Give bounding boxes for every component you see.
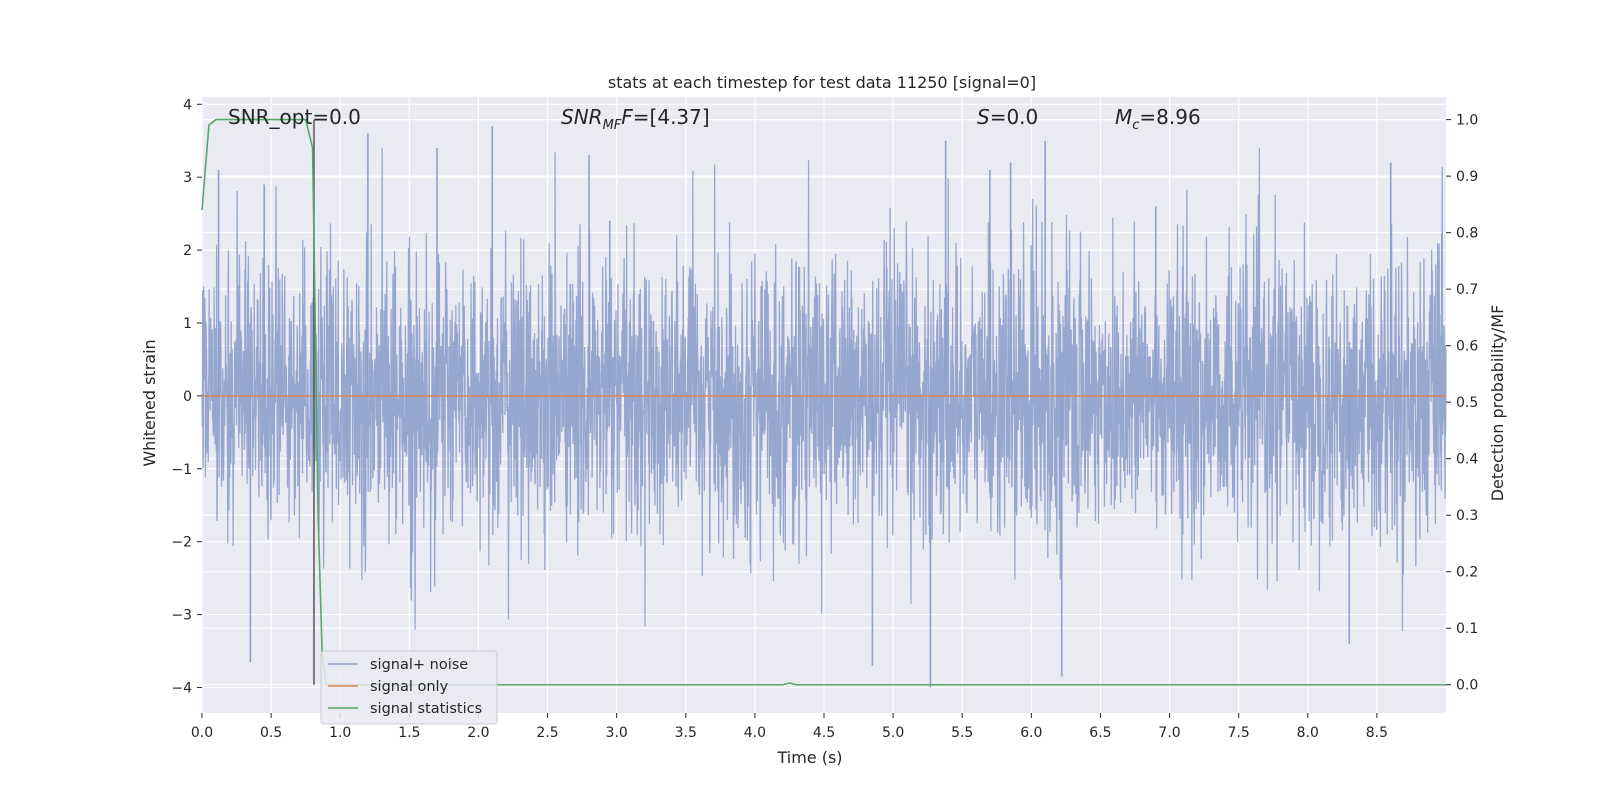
- x-tick-label: 4.0: [744, 725, 766, 741]
- s-value: =0.0: [990, 105, 1039, 129]
- snr-mf-value: =[4.37]: [633, 105, 710, 129]
- x-tick-label: 0.5: [260, 725, 282, 741]
- y-right-tick-label: 0.8: [1456, 226, 1478, 242]
- x-axis-label: Time (s): [776, 748, 842, 767]
- y-right-tick-label: 0.5: [1456, 395, 1478, 411]
- chart-title: stats at each timestep for test data 112…: [608, 73, 1036, 92]
- y-right-tick-label: 0.0: [1456, 678, 1478, 694]
- y-left-tick-label: −3: [171, 608, 192, 624]
- y-left-tick-label: −4: [171, 680, 192, 696]
- legend: signal+ noise signal only signal statist…: [320, 650, 498, 725]
- x-tick-label: 8.5: [1366, 725, 1388, 741]
- annotation-snr-mf: SNRMFF=[4.37]: [561, 105, 710, 133]
- snr-mf-f: F: [621, 105, 633, 129]
- mc-sub: c: [1132, 118, 1139, 133]
- x-tick-label: 7.5: [1228, 725, 1250, 741]
- legend-label-signal-statistics: signal statistics: [370, 701, 482, 717]
- x-tick-label: 5.5: [951, 725, 973, 741]
- y-right-tick-label: 0.3: [1456, 508, 1478, 524]
- s-main: S: [977, 105, 990, 129]
- legend-label-signal-noise: signal+ noise: [370, 657, 468, 673]
- y-right-tick-label: 0.7: [1456, 282, 1478, 298]
- legend-box: [320, 650, 498, 725]
- series-signal-noise: [201, 126, 1447, 688]
- x-tick-label: 7.0: [1158, 725, 1180, 741]
- x-tick-label: 3.0: [606, 725, 628, 741]
- x-tick-label: 2.5: [536, 725, 558, 741]
- x-tick-label: 4.5: [813, 725, 835, 741]
- annotation-mc: Mc=8.96: [1115, 105, 1201, 133]
- y-left-tick-label: 3: [183, 170, 192, 186]
- y-right-tick-label: 0.1: [1456, 621, 1478, 637]
- x-tick-label: 1.0: [329, 725, 351, 741]
- y-right-tick-label: 0.9: [1456, 169, 1478, 185]
- y-right-tick-label: 0.6: [1456, 339, 1478, 355]
- y-left-tick-label: 2: [183, 243, 192, 259]
- mc-value: =8.96: [1139, 105, 1200, 129]
- y-left-tick-label: 4: [183, 97, 192, 113]
- y-right-tick-label: 0.2: [1456, 565, 1478, 581]
- snr-mf-main: SNR: [561, 105, 603, 129]
- y-axis-label-right: Detection probability/MF: [1488, 305, 1507, 502]
- y-left-tick-label: 1: [183, 316, 192, 332]
- snr-mf-sub: MF: [603, 118, 622, 133]
- x-tick-label: 8.0: [1297, 725, 1319, 741]
- x-tick-label: 2.0: [467, 725, 489, 741]
- y-axis-label-left: Whitened strain: [140, 339, 159, 466]
- y-left-tick-label: 0: [183, 389, 192, 405]
- x-tick-label: 6.0: [1020, 725, 1042, 741]
- x-tick-label: 1.5: [398, 725, 420, 741]
- y-left-tick-label: −1: [171, 462, 192, 478]
- legend-label-signal-only: signal only: [370, 679, 449, 695]
- x-tick-label: 0.0: [191, 725, 213, 741]
- x-tick-label: 3.5: [675, 725, 697, 741]
- y-right-tick-label: 0.4: [1456, 452, 1478, 468]
- annotation-s: S=0.0: [977, 105, 1038, 129]
- y-right-tick-label: 1.0: [1456, 113, 1478, 129]
- y-left-tick-label: −2: [171, 535, 192, 551]
- x-tick-label: 6.5: [1089, 725, 1111, 741]
- x-tick-label: 5.0: [882, 725, 904, 741]
- annotation-snr-opt: SNR_opt=0.0: [228, 105, 361, 129]
- series-line-signal-noise: [201, 148, 1447, 632]
- axes: 0.0 0.5 1.0 1.5 2.0 2.5 3.0 3.5 4.0 4.5 5.0 5.5 6.0 6…: [171, 97, 1478, 741]
- mc-main: M: [1115, 105, 1132, 129]
